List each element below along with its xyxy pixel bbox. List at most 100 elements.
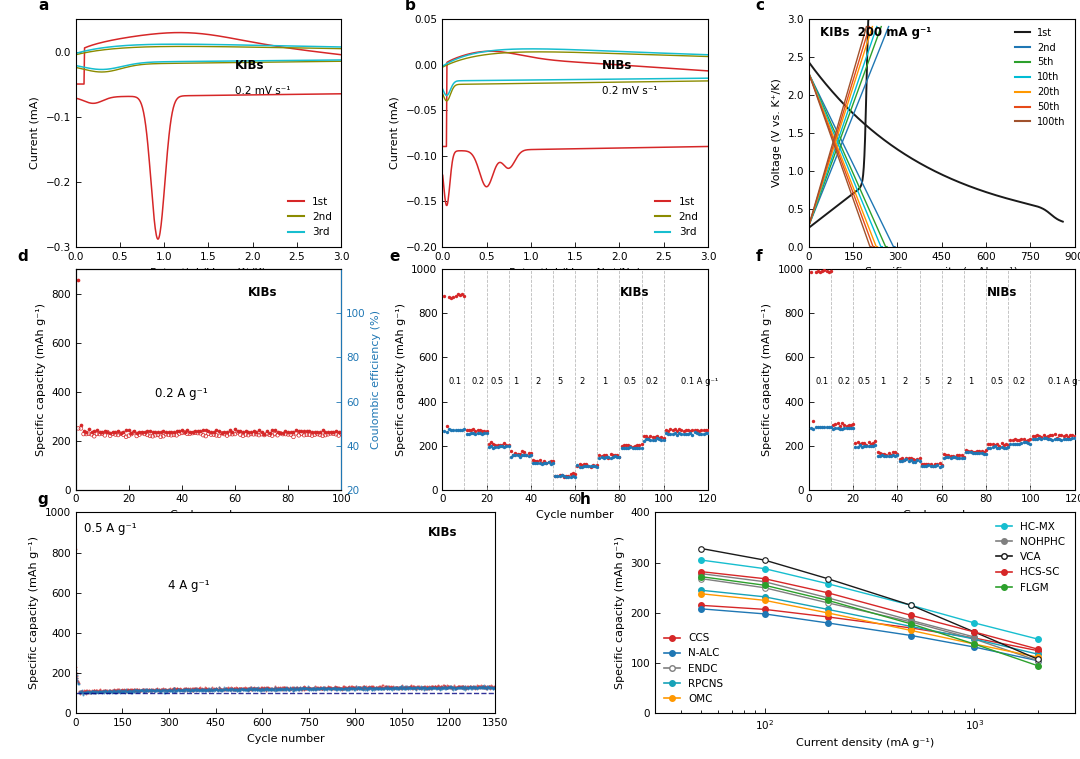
Point (428, 681, 445, 693)
Point (188, 684, 205, 696)
Point (334, 682, 351, 694)
Point (944, 452, 961, 464)
Point (233, 683, 251, 695)
Point (473, 681, 490, 693)
Point (192, 425, 210, 437)
Point (380, 682, 397, 694)
Point (851, 439, 868, 452)
Point (540, 455, 557, 468)
Point (124, 684, 141, 696)
Point (399, 682, 416, 694)
Point (389, 683, 406, 695)
Point (356, 682, 374, 694)
Point (152, 683, 170, 695)
Point (154, 311, 172, 323)
Point (136, 685, 153, 697)
Point (434, 682, 451, 694)
Point (383, 681, 401, 693)
Point (384, 680, 402, 692)
Point (213, 682, 230, 694)
Point (246, 683, 264, 695)
Point (389, 681, 406, 693)
Point (477, 682, 495, 694)
Point (131, 685, 148, 698)
Point (212, 683, 229, 695)
Point (189, 683, 206, 695)
Point (90, 685, 107, 697)
Point (339, 684, 356, 696)
Point (207, 311, 225, 323)
Point (321, 683, 338, 695)
Point (914, 458, 931, 470)
Point (368, 682, 386, 694)
Point (123, 685, 140, 697)
Point (159, 684, 176, 696)
Point (161, 683, 178, 695)
Point (464, 682, 482, 694)
Point (853, 441, 870, 453)
Point (355, 680, 373, 692)
Point (221, 310, 239, 323)
Point (330, 683, 348, 695)
Point (306, 681, 323, 693)
Point (278, 682, 295, 694)
Point (247, 428, 265, 440)
Point (407, 683, 424, 695)
Point (137, 684, 154, 696)
Point (244, 682, 261, 694)
Point (436, 679, 454, 691)
Point (103, 685, 120, 698)
Point (228, 684, 245, 696)
Point (351, 682, 368, 694)
Point (369, 682, 387, 694)
Point (326, 682, 343, 694)
Point (1004, 437, 1022, 449)
Point (424, 681, 442, 693)
Point (889, 448, 906, 460)
Point (442, 679, 459, 691)
Point (354, 681, 372, 693)
Point (421, 682, 438, 694)
Point (191, 683, 208, 695)
Point (975, 446, 993, 458)
Point (417, 682, 434, 694)
Point (75, 428, 92, 440)
Point (421, 681, 438, 693)
Point (484, 682, 501, 694)
Point (284, 683, 301, 695)
Point (460, 427, 477, 439)
Point (215, 682, 232, 694)
Text: 5: 5 (924, 377, 929, 386)
Point (459, 682, 476, 694)
Point (984, 441, 1001, 453)
Point (273, 682, 291, 694)
Text: KIBs: KIBs (620, 286, 650, 299)
Point (257, 682, 274, 694)
Point (197, 685, 214, 697)
Point (69, 676, 86, 688)
Point (309, 682, 326, 694)
Point (189, 684, 206, 696)
Point (216, 427, 233, 439)
Point (604, 451, 621, 463)
Point (410, 682, 428, 694)
Point (481, 438, 498, 450)
Point (211, 311, 228, 323)
Point (219, 684, 237, 696)
Point (219, 681, 237, 693)
Point (296, 425, 313, 437)
Point (89, 686, 106, 698)
Point (189, 311, 206, 323)
Point (73, 686, 91, 698)
Point (326, 682, 343, 694)
Point (192, 685, 210, 697)
Point (362, 683, 379, 695)
Point (450, 680, 468, 692)
Point (486, 681, 503, 693)
Point (897, 453, 915, 465)
Point (473, 682, 490, 694)
Point (948, 449, 966, 461)
Point (97, 686, 114, 698)
Point (274, 311, 292, 323)
Point (1007, 433, 1024, 445)
